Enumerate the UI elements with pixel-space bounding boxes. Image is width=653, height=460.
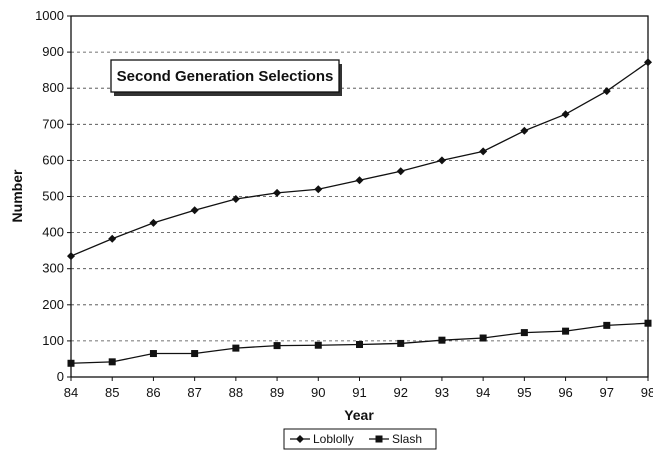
- legend-marker: [296, 435, 304, 443]
- x-tick-label: 90: [311, 385, 325, 400]
- y-tick-label: 500: [42, 189, 64, 204]
- y-tick-label: 300: [42, 261, 64, 276]
- x-tick-label: 86: [146, 385, 160, 400]
- data-point: [273, 342, 281, 350]
- series-layer: [67, 58, 652, 367]
- series-slash: [67, 319, 652, 367]
- series-loblolly: [67, 58, 652, 261]
- data-point: [191, 350, 199, 358]
- data-point: [314, 185, 323, 194]
- legend-label: Slash: [392, 432, 422, 446]
- annotation-frame: [110, 59, 340, 93]
- data-point: [602, 87, 611, 96]
- data-point: [479, 334, 487, 342]
- x-tick-label: 91: [352, 385, 366, 400]
- data-point: [355, 176, 364, 185]
- legend-label: Loblolly: [313, 432, 354, 446]
- data-point: [314, 341, 322, 349]
- legend-marker: [375, 435, 383, 443]
- legend-frame: [283, 428, 437, 450]
- y-tick-label: 900: [42, 44, 64, 59]
- y-tick-label: 200: [42, 297, 64, 312]
- legend-items: Loblolly Slash: [290, 432, 422, 446]
- data-point: [644, 319, 652, 327]
- data-point: [396, 167, 405, 176]
- data-point: [562, 327, 570, 335]
- data-point: [561, 110, 570, 119]
- y-tick-label: 600: [42, 152, 64, 167]
- y-axis-ticks: 0 100 200 300 400 500 600 700 800 900 1000: [35, 8, 71, 384]
- data-point: [397, 339, 405, 347]
- legend: Loblolly Slash: [283, 428, 437, 450]
- x-tick-label: 97: [600, 385, 614, 400]
- y-axis-title: Number: [9, 169, 25, 222]
- x-axis-title: Year: [344, 407, 374, 423]
- data-point: [438, 336, 446, 344]
- data-point: [108, 358, 116, 366]
- data-point: [644, 58, 652, 67]
- annotation-text: Second Generation Selections: [117, 68, 334, 85]
- y-tick-label: 800: [42, 80, 64, 95]
- data-point: [273, 188, 282, 197]
- y-tick-label: 100: [42, 333, 64, 348]
- x-tick-label: 85: [105, 385, 119, 400]
- data-point: [437, 156, 446, 165]
- data-point: [108, 234, 117, 243]
- gridlines: [71, 51, 648, 342]
- y-tick-label: 400: [42, 225, 64, 240]
- data-point: [479, 147, 488, 156]
- x-tick-label: 88: [229, 385, 243, 400]
- x-tick-label: 89: [270, 385, 284, 400]
- y-tick-label: 700: [42, 116, 64, 131]
- x-tick-label: 98: [641, 385, 653, 400]
- annotation-box: Second Generation Selections: [110, 59, 342, 96]
- x-tick-label: 93: [435, 385, 449, 400]
- data-point: [356, 341, 363, 349]
- data-point: [520, 126, 529, 135]
- y-tick-label: 0: [57, 369, 64, 384]
- y-tick-label: 1000: [35, 8, 64, 23]
- x-tick-label: 95: [517, 385, 531, 400]
- x-tick-label: 92: [393, 385, 407, 400]
- data-point: [67, 252, 75, 261]
- data-point: [149, 350, 157, 358]
- x-tick-label: 96: [558, 385, 572, 400]
- data-point: [232, 344, 240, 352]
- x-axis-ticks: 84 85 86 87 88 89 90 91 92 93 94 95 96 97 98: [64, 377, 653, 400]
- data-point: [603, 321, 611, 329]
- x-tick-label: 94: [476, 385, 490, 400]
- data-point: [520, 329, 528, 337]
- x-tick-label: 84: [64, 385, 78, 400]
- data-point: [231, 195, 240, 204]
- data-point: [149, 218, 158, 227]
- data-point: [67, 359, 75, 367]
- data-point: [190, 206, 199, 215]
- x-tick-label: 87: [187, 385, 201, 400]
